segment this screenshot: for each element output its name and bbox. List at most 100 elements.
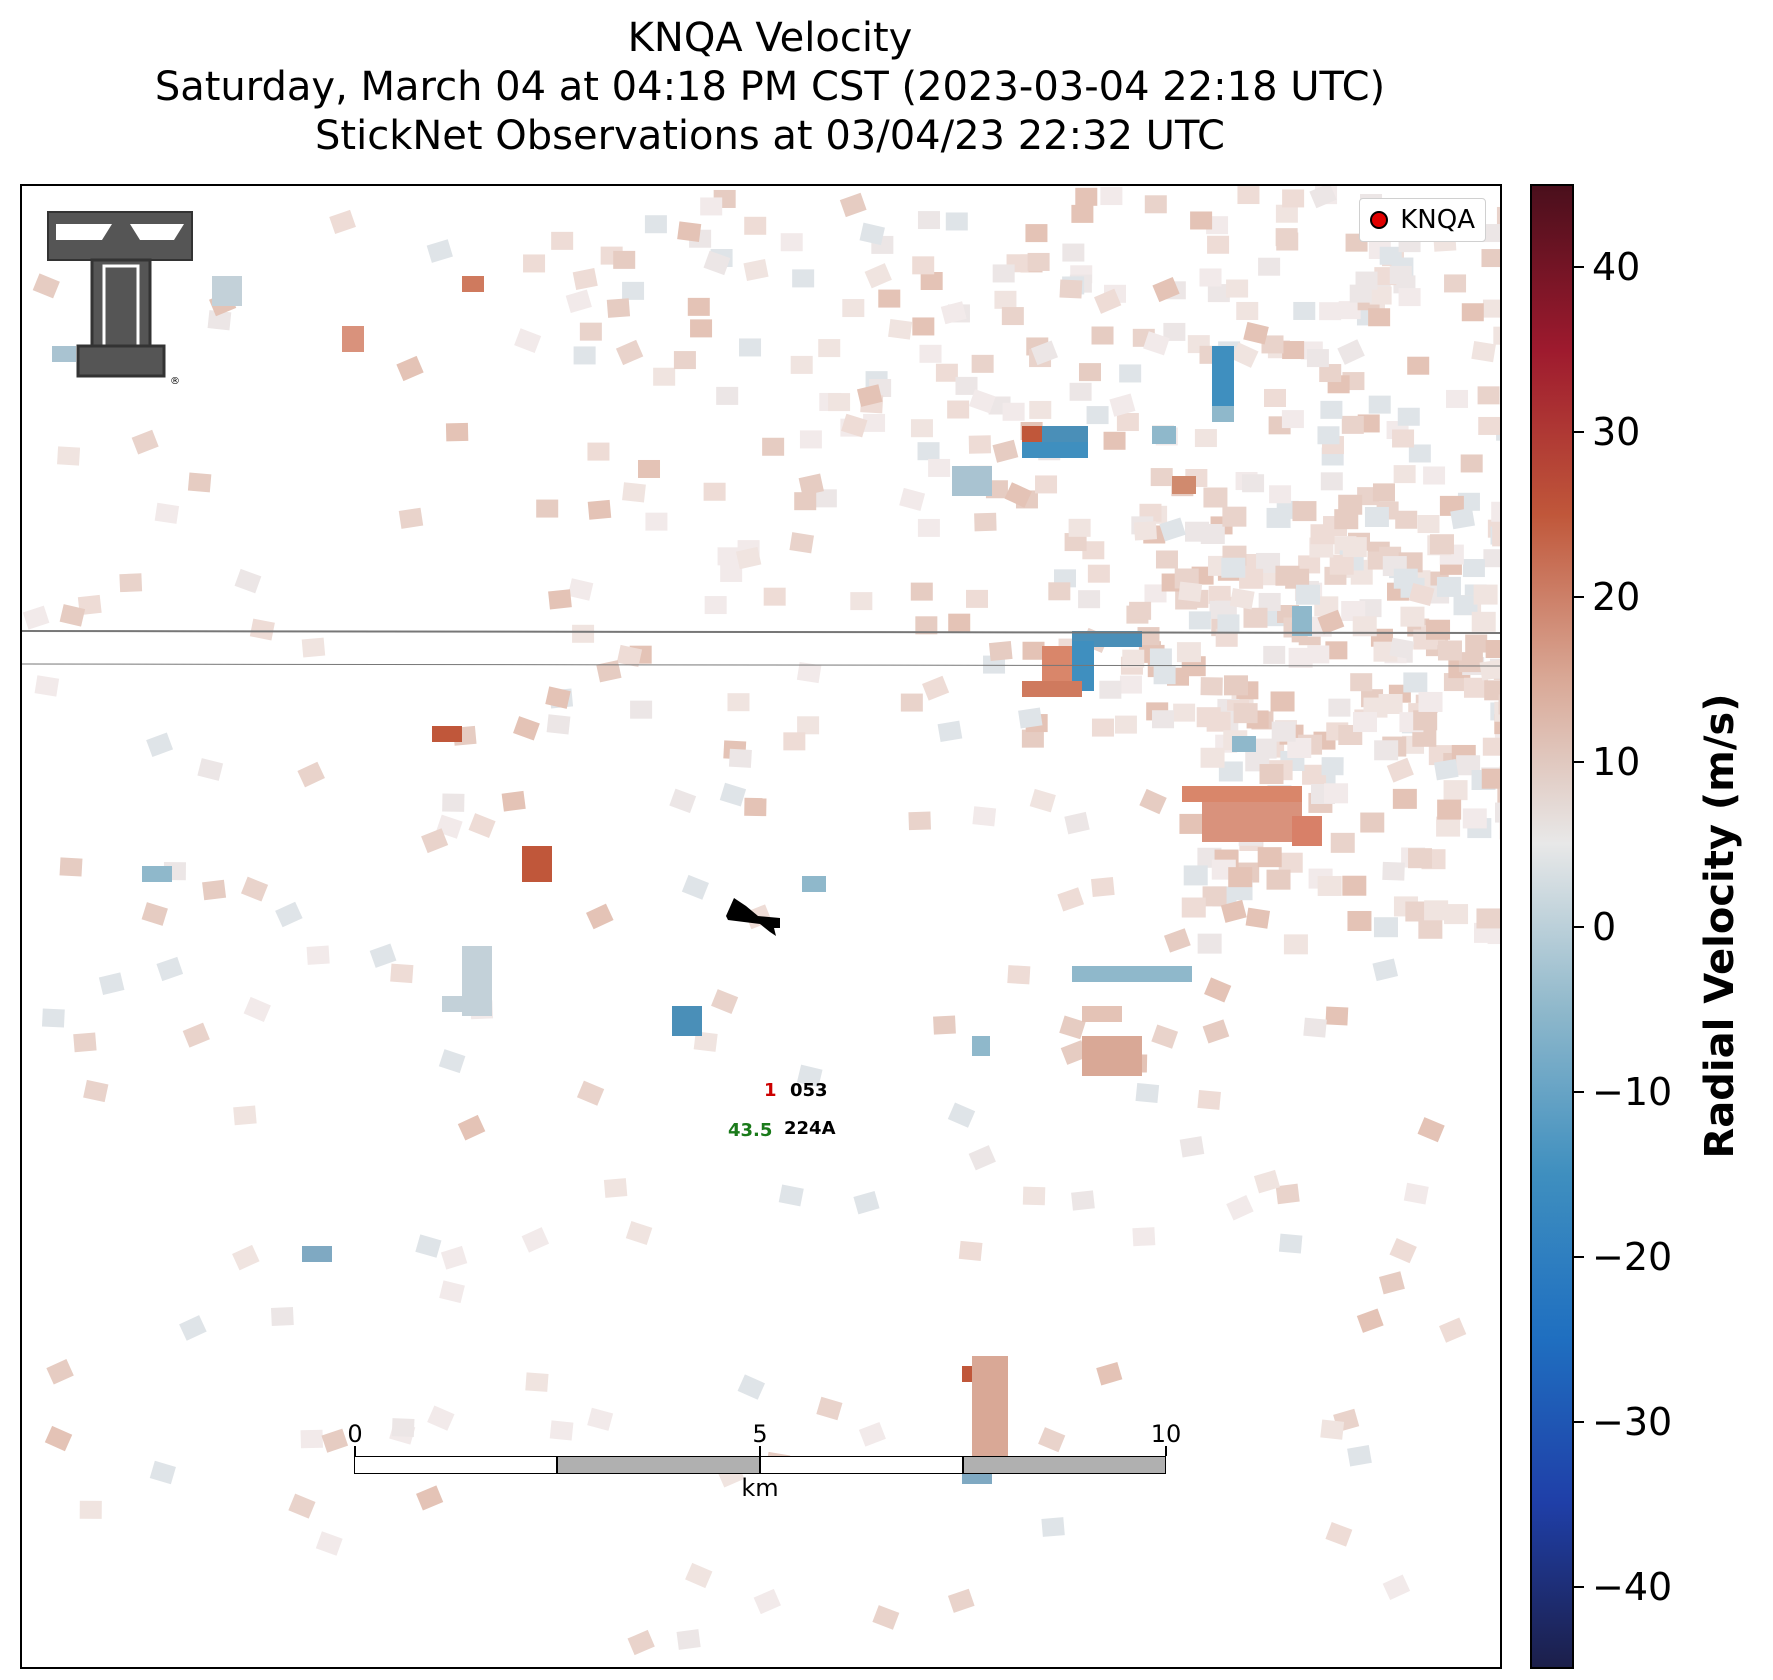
radar-gate xyxy=(872,1605,900,1630)
radar-gate xyxy=(910,419,933,438)
radar-gate xyxy=(739,338,762,357)
radar-gate xyxy=(798,473,824,496)
double-t-logo: ® xyxy=(44,208,196,386)
radar-gate xyxy=(1212,346,1234,406)
radar-gate xyxy=(603,1178,628,1198)
colorbar-tick xyxy=(1574,1585,1584,1588)
radar-gate xyxy=(1203,487,1228,508)
radar-gate xyxy=(438,1049,466,1074)
radar-gate xyxy=(1007,965,1031,985)
radar-gate xyxy=(968,389,996,414)
radar-gate xyxy=(212,276,242,306)
radar-gate xyxy=(744,216,767,235)
radar-gate xyxy=(1263,645,1286,664)
radar-gate xyxy=(1035,475,1058,494)
radar-gate xyxy=(958,1240,983,1261)
radar-gate xyxy=(1483,549,1500,568)
radar-gate xyxy=(947,400,970,419)
radar-gate xyxy=(1283,934,1308,955)
radar-gate xyxy=(440,1245,468,1270)
radar-gate xyxy=(1444,904,1469,925)
radar-gate xyxy=(1041,1517,1065,1537)
radar-gate xyxy=(1119,675,1142,694)
radar-gate xyxy=(1341,415,1364,434)
radar-gate xyxy=(302,1246,332,1262)
radar-gate xyxy=(1103,431,1126,450)
radar-gate xyxy=(972,806,997,827)
radar-gate xyxy=(828,393,851,412)
radar-gate xyxy=(514,328,542,353)
radar-gate xyxy=(1188,611,1211,630)
radar-gate xyxy=(1275,204,1298,223)
radar-gate xyxy=(1485,640,1500,659)
radar-gate xyxy=(677,221,702,242)
radar-gate xyxy=(457,1114,486,1141)
radar-gate xyxy=(744,797,767,817)
radar-gate xyxy=(1471,611,1496,632)
radar-gate xyxy=(1482,737,1500,756)
radar-gate xyxy=(1353,712,1378,733)
radar-gate xyxy=(1491,501,1500,522)
radar-gate xyxy=(1444,274,1467,293)
radar-gate xyxy=(1068,518,1091,537)
radar-gate xyxy=(1229,588,1255,610)
radar-gate xyxy=(972,1356,1008,1466)
radar-gate xyxy=(1465,634,1488,653)
radar-gate xyxy=(1285,568,1310,589)
radar-gate xyxy=(792,269,815,288)
radar-gate xyxy=(1393,568,1418,589)
radar-gate xyxy=(156,956,184,982)
radar-gate xyxy=(1379,1271,1405,1295)
map-legend: KNQA xyxy=(1359,198,1486,242)
radar-gate xyxy=(917,211,940,230)
radar-gate xyxy=(233,1105,257,1126)
radar-gate xyxy=(1261,335,1284,354)
radar-gate xyxy=(1341,600,1366,621)
radar-gate xyxy=(1417,1117,1445,1143)
radar-gate xyxy=(275,901,303,928)
scale-label-5: 5 xyxy=(752,1420,768,1448)
radar-gate xyxy=(1303,1017,1327,1038)
radar-gate xyxy=(1082,1006,1122,1022)
colorbar xyxy=(1530,184,1574,1669)
radar-gate xyxy=(1433,759,1459,781)
radar-gate xyxy=(615,339,644,366)
radar-gate xyxy=(1172,476,1196,494)
radar-gate xyxy=(1257,847,1282,868)
radar-gate xyxy=(1392,788,1417,809)
radar-gate xyxy=(1493,326,1500,345)
radar-gate xyxy=(98,972,125,995)
radar-gate xyxy=(1243,321,1269,345)
radar-gate xyxy=(1450,507,1475,530)
colorbar-tick-label: −30 xyxy=(1592,1399,1673,1444)
radar-gate xyxy=(1038,1427,1066,1453)
colorbar-tick xyxy=(1574,1090,1584,1093)
radar-gate xyxy=(818,339,841,358)
radar-gate xyxy=(1458,652,1483,673)
radar-gate xyxy=(1132,1227,1156,1247)
radar-gate xyxy=(83,1079,109,1103)
radar-gate xyxy=(1096,1361,1123,1386)
radar-gate xyxy=(1021,729,1044,748)
radar-gate xyxy=(638,459,661,478)
radar-gate xyxy=(687,297,710,316)
radar-map[interactable]: ® KNQA 1 053 43.5 224A xyxy=(20,184,1502,1669)
radar-gate xyxy=(940,301,967,325)
radar-gate xyxy=(1266,507,1291,528)
radar-gate xyxy=(1212,406,1234,422)
radar-gate xyxy=(908,811,931,831)
radar-gate xyxy=(321,1428,349,1453)
radar-gate xyxy=(762,437,785,456)
radar-gate xyxy=(763,587,786,606)
radar-gate xyxy=(1288,647,1313,668)
radar-gate xyxy=(73,1032,97,1053)
radar-gate xyxy=(1269,485,1292,504)
radar-gate xyxy=(1059,279,1083,299)
radar-gate xyxy=(910,582,933,601)
radar-gate xyxy=(1445,389,1468,408)
radar-gate xyxy=(1292,816,1322,846)
radar-gate xyxy=(669,788,697,814)
radar-gate xyxy=(315,1531,343,1556)
radar-gate xyxy=(1200,747,1225,768)
radar-gate xyxy=(549,1420,574,1441)
